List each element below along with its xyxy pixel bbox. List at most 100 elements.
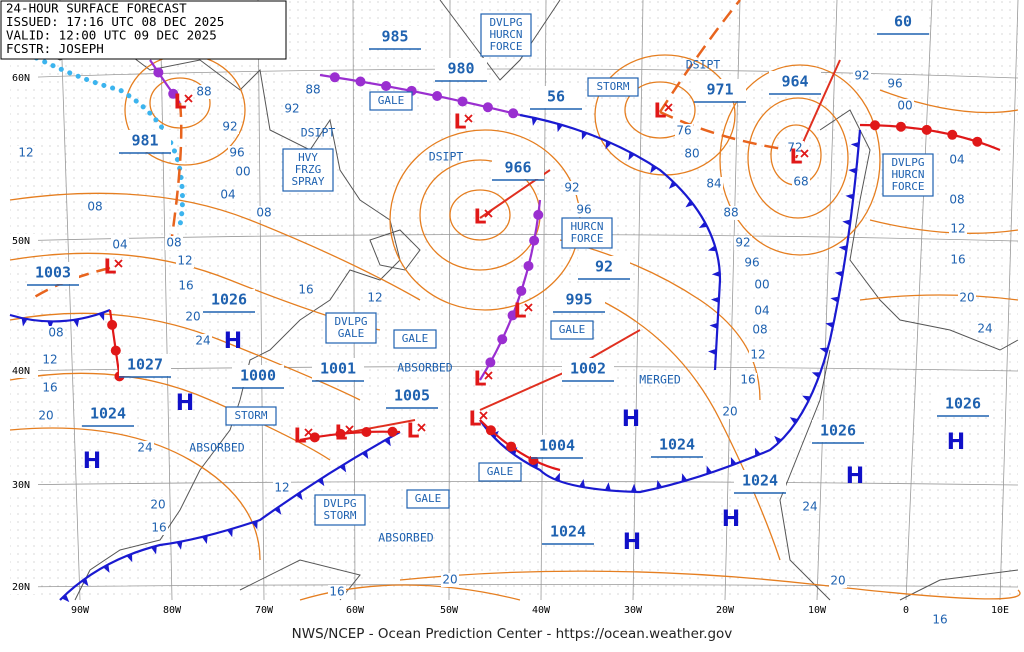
- isobar-label-box: [111, 238, 129, 252]
- lon-label-box: [710, 603, 740, 617]
- isobar-label-box: [753, 278, 771, 292]
- front-pip: [604, 482, 611, 491]
- isobar-label: 08: [256, 206, 271, 220]
- front-pip: [47, 321, 54, 330]
- lat-label-box: [10, 234, 38, 248]
- front-pip: [387, 426, 398, 437]
- isobar-label-box: [563, 181, 581, 195]
- isobar-label-box: [283, 102, 301, 116]
- isobar-label: 68: [793, 175, 808, 189]
- pressure-label: 1024: [90, 405, 126, 423]
- low-center: L: [790, 145, 803, 169]
- isobars: [9, 54, 1021, 601]
- isobar-label-box: [304, 83, 322, 97]
- warning-text: DVLPG: [489, 16, 522, 29]
- front-pip: [507, 310, 518, 321]
- status-label: ABSORBED: [378, 531, 433, 545]
- low-x: [479, 411, 488, 420]
- isobar-label: 84: [706, 177, 721, 191]
- warning-text: GALE: [415, 492, 442, 505]
- front-pip: [153, 67, 164, 78]
- isobar-label-box: [41, 353, 59, 367]
- lon-label-box: [65, 603, 95, 617]
- front-pip: [497, 334, 508, 345]
- isobar-label: 08: [166, 236, 181, 250]
- pressure-box: [386, 385, 438, 407]
- warning-box: [282, 148, 334, 192]
- high-center: H: [176, 391, 194, 416]
- isobar-label-box: [176, 254, 194, 268]
- front-pip: [251, 520, 258, 530]
- front-pip: [485, 357, 496, 368]
- front-pip: [825, 322, 834, 328]
- lat-label: 50N: [12, 236, 30, 247]
- lon-label-box: [802, 603, 832, 617]
- front-pip: [110, 345, 121, 356]
- pressure-box: [542, 521, 594, 543]
- isobar-label-box: [219, 188, 237, 202]
- status-label: DSIPT: [429, 150, 464, 164]
- low-center: L: [474, 367, 487, 391]
- warning-box: [369, 91, 413, 111]
- isobar-label-box: [734, 236, 752, 250]
- front-pip: [533, 209, 544, 220]
- isobar-label-box: [958, 291, 976, 305]
- graticule: [9, 0, 1019, 601]
- lon-label: 10E: [991, 605, 1009, 616]
- isobar-label: 12: [177, 254, 192, 268]
- lon-label-box: [434, 603, 464, 617]
- lon-label: 70W: [255, 605, 274, 616]
- low-center: L: [469, 407, 482, 431]
- front-pip: [972, 136, 983, 147]
- front-pip: [61, 594, 70, 603]
- isobar-label-box: [743, 256, 761, 270]
- warning-text: HURCN: [891, 168, 924, 181]
- pressure-label: 1024: [659, 436, 695, 454]
- isobar-label: 04: [949, 153, 964, 167]
- lon-label: 40W: [532, 605, 551, 616]
- low-x: [464, 114, 473, 123]
- front-pip: [361, 450, 369, 460]
- isobar-label-box: [853, 69, 871, 83]
- front-pip: [126, 553, 133, 563]
- fronts: [9, 59, 1001, 603]
- pressure-box: [562, 358, 614, 380]
- front-pip: [845, 193, 854, 200]
- front-pip: [895, 121, 906, 132]
- low-x: [664, 103, 673, 112]
- isobar-label-box: [948, 153, 966, 167]
- header-box: [0, 0, 287, 60]
- isobar-label-box: [949, 253, 967, 267]
- low-center: L: [654, 99, 667, 123]
- front-pip: [668, 181, 677, 189]
- isobar-label: 24: [802, 500, 817, 514]
- lon-label: 20W: [716, 605, 735, 616]
- warning-box: [406, 489, 450, 509]
- isobar-label: 08: [87, 200, 102, 214]
- isobar-label-box: [575, 203, 593, 217]
- isobar-label: 96: [887, 77, 902, 91]
- front-pip: [482, 102, 493, 113]
- isobar-label-box: [722, 206, 740, 220]
- status-label: ABSORBED: [397, 361, 452, 375]
- warning-text: STORM: [323, 509, 356, 522]
- warning-text: STORM: [234, 409, 267, 422]
- front-pip: [529, 235, 540, 246]
- pressure-label: 92: [595, 258, 613, 276]
- front-pip: [811, 372, 821, 378]
- low-center: L: [454, 110, 467, 134]
- isobar-label-box: [165, 236, 183, 250]
- front-pip: [819, 347, 829, 354]
- isobar-label: 24: [195, 334, 210, 348]
- front-pip: [355, 76, 366, 87]
- low-x: [345, 425, 354, 434]
- isobar-label-box: [149, 498, 167, 512]
- warning-text: DVLPG: [891, 156, 924, 169]
- front-pip: [581, 131, 588, 140]
- pressure-label: 1001: [320, 360, 356, 378]
- front: [319, 73, 521, 117]
- front-pip: [709, 322, 718, 329]
- high-center: H: [623, 530, 641, 555]
- lat-label-box: [10, 478, 38, 492]
- pressure-label: 995: [565, 291, 592, 309]
